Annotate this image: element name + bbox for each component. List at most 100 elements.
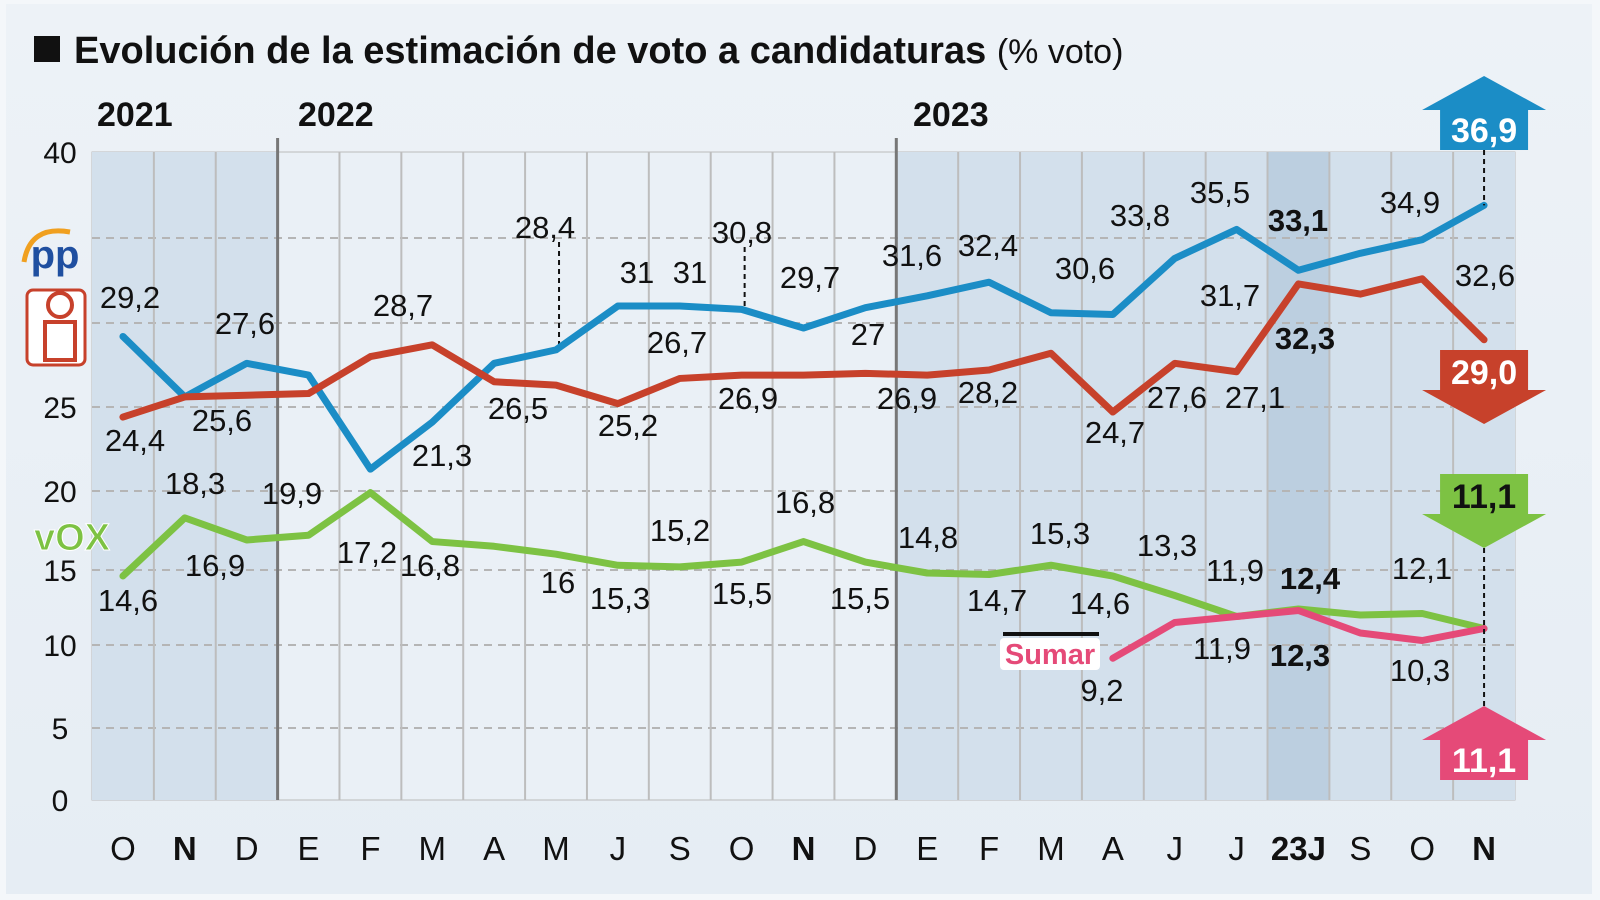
- data-label: 26,9: [718, 381, 778, 416]
- data-label: 27,6: [1147, 380, 1207, 415]
- data-label: 17,2: [337, 535, 397, 570]
- data-label: 21,3: [412, 438, 472, 473]
- data-label: 25,6: [192, 403, 252, 438]
- shaded-column: [92, 152, 154, 800]
- data-label: 16,8: [400, 548, 460, 583]
- y-tick-label: 5: [52, 713, 69, 746]
- x-tick-label: F: [360, 830, 380, 867]
- data-label: 12,1: [1392, 551, 1452, 586]
- data-label: 32,3: [1275, 321, 1335, 356]
- shaded-column: [1020, 152, 1082, 800]
- data-label: 11,9: [1193, 631, 1251, 666]
- data-label: 28,2: [958, 375, 1018, 410]
- shaded-column: [1205, 152, 1268, 800]
- psoe-fist-icon: [43, 320, 77, 362]
- series-line-pp: [119, 201, 1488, 473]
- data-label: 24,7: [1085, 415, 1145, 450]
- psoe-down-arrow: 29,0: [1422, 350, 1547, 424]
- x-tick-label: O: [1409, 830, 1435, 867]
- x-tick-label: A: [1102, 830, 1124, 867]
- sumar-logo-bar: [1003, 632, 1099, 636]
- x-tick-label: N: [173, 830, 197, 867]
- data-label: 28,4: [515, 210, 575, 245]
- data-label: 15,3: [1030, 516, 1090, 551]
- data-label: 26,7: [647, 325, 707, 360]
- data-label: 14,7: [967, 583, 1027, 618]
- year-label: 2023: [913, 96, 989, 134]
- y-tick-label: 10: [43, 630, 76, 663]
- data-label: 14,6: [98, 583, 158, 618]
- pp-logo: pp: [31, 233, 80, 277]
- data-label: 14,6: [1070, 586, 1130, 621]
- x-tick-label: D: [853, 830, 877, 867]
- vox-down-arrow-value: 11,1: [1452, 478, 1516, 516]
- y-tick-label: 40: [43, 137, 76, 170]
- x-tick-label: A: [483, 830, 505, 867]
- shaded-column: [1267, 152, 1330, 800]
- data-label: 15,2: [650, 513, 710, 548]
- data-label: 19,9: [262, 476, 322, 511]
- data-label: 30,6: [1055, 251, 1115, 286]
- title-unit: (% voto): [996, 33, 1124, 71]
- data-label: 33,1: [1268, 203, 1328, 238]
- data-label: 30,8: [712, 215, 772, 250]
- data-label: 31: [673, 255, 707, 290]
- data-label: 18,3: [165, 466, 225, 501]
- x-tick-label: S: [1349, 830, 1371, 867]
- data-label: 35,5: [1190, 175, 1250, 210]
- data-label: 16,8: [775, 485, 835, 520]
- sumar-logo: Sumar: [1005, 639, 1095, 671]
- x-tick-label: M: [419, 830, 447, 867]
- data-label: 24,4: [105, 423, 165, 458]
- data-label: 31: [620, 255, 654, 290]
- x-tick-label: F: [979, 830, 999, 867]
- data-label: 12,4: [1280, 561, 1341, 596]
- data-label: 25,2: [598, 408, 658, 443]
- shaded-column: [896, 152, 959, 800]
- x-tick-label: N: [792, 830, 816, 867]
- data-label: 10,3: [1390, 653, 1450, 688]
- vox-logo: vOX: [34, 517, 111, 559]
- x-tick-label: N: [1472, 830, 1496, 867]
- data-label: 14,8: [898, 520, 958, 555]
- data-label: 16,9: [185, 548, 245, 583]
- data-label: 26,5: [488, 391, 548, 426]
- data-label: 13,3: [1137, 528, 1197, 563]
- series-line-sumar: [1109, 607, 1488, 662]
- x-tick-label: J: [1166, 830, 1183, 867]
- x-tick-label: J: [610, 830, 627, 867]
- data-label: 31,6: [882, 238, 942, 273]
- chart-title: Evolución de la estimación de voto a can…: [34, 30, 1123, 73]
- x-tick-label: E: [916, 830, 938, 867]
- data-label: 16: [541, 565, 575, 600]
- x-tick-label: M: [1037, 830, 1065, 867]
- year-label: 2021: [97, 96, 173, 134]
- data-label: 28,7: [373, 288, 433, 323]
- data-label: 12,3: [1270, 638, 1330, 673]
- x-tick-label: O: [729, 830, 755, 867]
- sumar-up-arrow: 11,1: [1422, 706, 1547, 780]
- title-text: Evolución de la estimación de voto a can…: [74, 30, 987, 72]
- psoe-down-arrow-value: 29,0: [1451, 354, 1517, 392]
- data-label: 27: [851, 317, 885, 352]
- data-label: 11,9: [1206, 553, 1264, 588]
- shaded-column: [215, 152, 278, 800]
- y-tick-label: 0: [52, 785, 69, 818]
- vox-down-arrow-shape: [1422, 474, 1547, 548]
- data-label: 15,5: [712, 576, 772, 611]
- y-tick-label: 20: [43, 476, 76, 509]
- sumar-up-arrow-shape: [1422, 706, 1547, 780]
- data-label: 29,2: [100, 280, 160, 315]
- year-label: 2022: [298, 96, 374, 134]
- data-label: 32,4: [958, 228, 1018, 263]
- psoe-down-arrow-shape: [1422, 350, 1547, 424]
- shaded-column: [958, 152, 1021, 800]
- x-tick-label: O: [110, 830, 136, 867]
- x-tick-label: S: [669, 830, 691, 867]
- pp-up-arrow-shape: [1422, 76, 1547, 150]
- x-tick-label: M: [542, 830, 570, 867]
- y-tick-label: 25: [43, 392, 76, 425]
- data-label: 26,9: [877, 381, 937, 416]
- shaded-column: [1081, 152, 1144, 800]
- pp-logo-arc: [21, 228, 71, 263]
